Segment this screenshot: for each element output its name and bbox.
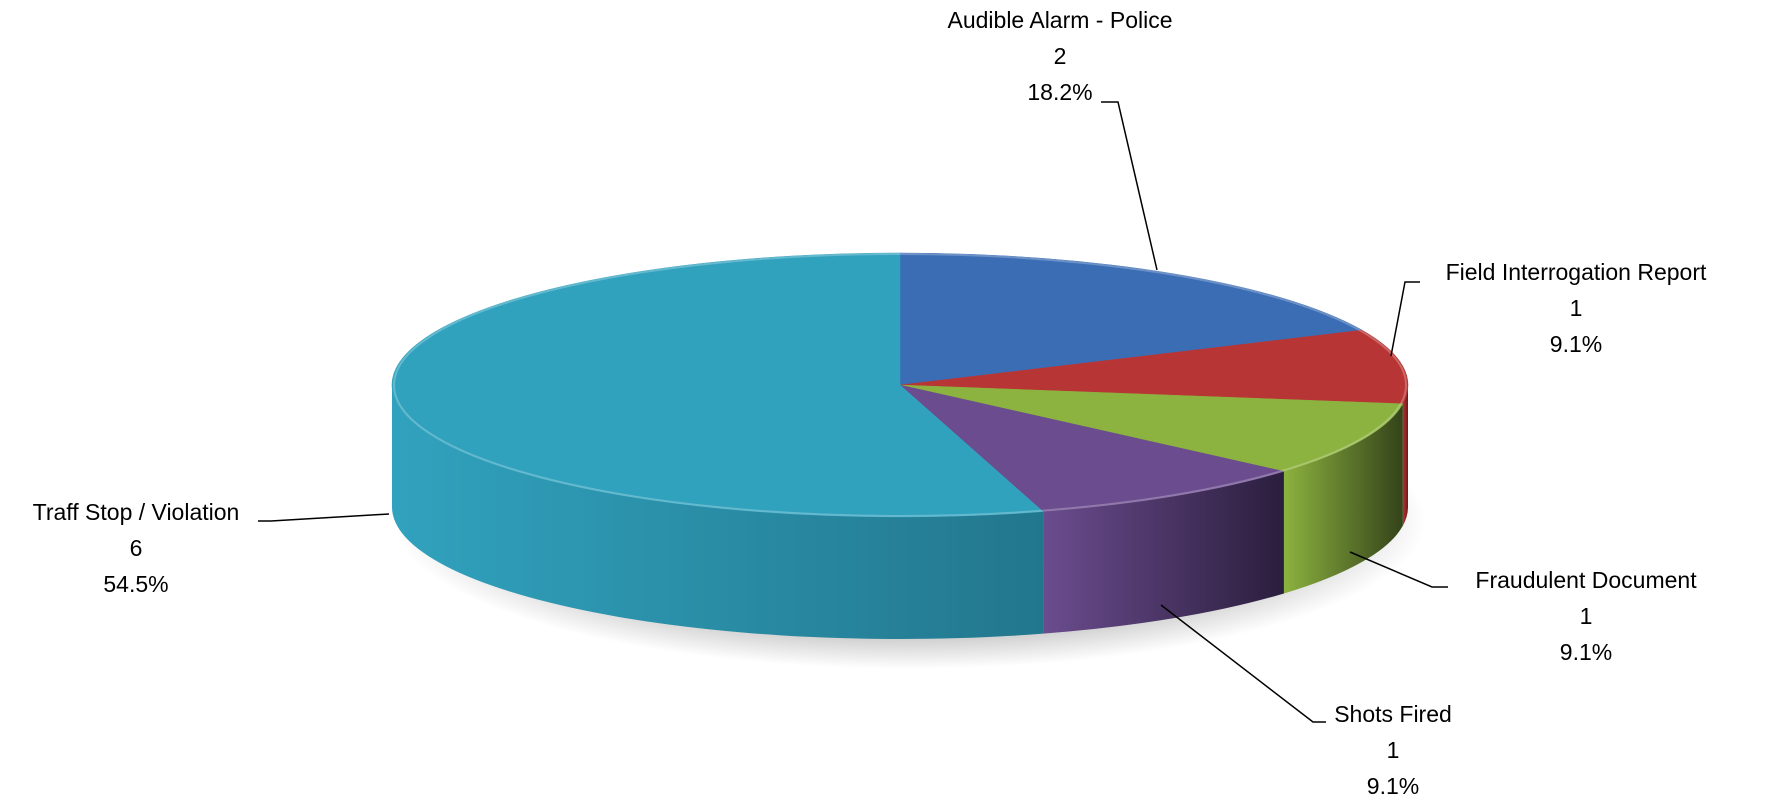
leader-line-4 xyxy=(258,513,390,522)
pie-slice-2 xyxy=(899,384,1404,472)
pie-slice-3 xyxy=(899,384,1285,512)
data-label-name-1: Field Interrogation Report xyxy=(1446,259,1707,285)
leader-line-2 xyxy=(1349,551,1448,588)
data-label-percent-3: 9.1% xyxy=(1367,773,1419,799)
pie-side-4 xyxy=(392,385,1044,639)
data-label-name-2: Fraudulent Document xyxy=(1475,567,1697,593)
data-label-percent-1: 9.1% xyxy=(1550,331,1602,357)
leader-line-1 xyxy=(1390,281,1420,357)
pie-slice-4 xyxy=(391,252,1044,518)
data-label-percent-2: 9.1% xyxy=(1560,639,1612,665)
data-label-percent-0: 18.2% xyxy=(1027,79,1092,105)
leader-line-0 xyxy=(1101,101,1158,271)
data-label-name-0: Audible Alarm - Police xyxy=(948,7,1173,33)
data-label-value-0: 2 xyxy=(1054,43,1067,69)
pie-side-3 xyxy=(1043,471,1284,634)
leader-line-3 xyxy=(1160,604,1326,723)
data-label-value-4: 6 xyxy=(130,535,143,561)
pie-slice-1 xyxy=(899,329,1409,405)
pie-side-1 xyxy=(1402,385,1408,526)
data-label-name-3: Shots Fired xyxy=(1334,701,1452,727)
data-label-value-3: 1 xyxy=(1387,737,1400,763)
pie-rim-highlight xyxy=(393,253,1407,517)
data-label-value-2: 1 xyxy=(1580,603,1593,629)
data-label-value-1: 1 xyxy=(1570,295,1583,321)
data-label-percent-4: 54.5% xyxy=(103,571,168,597)
pie-side-2 xyxy=(1283,403,1403,594)
pie-slice-0 xyxy=(899,252,1363,386)
data-label-name-4: Traff Stop / Violation xyxy=(33,499,240,525)
